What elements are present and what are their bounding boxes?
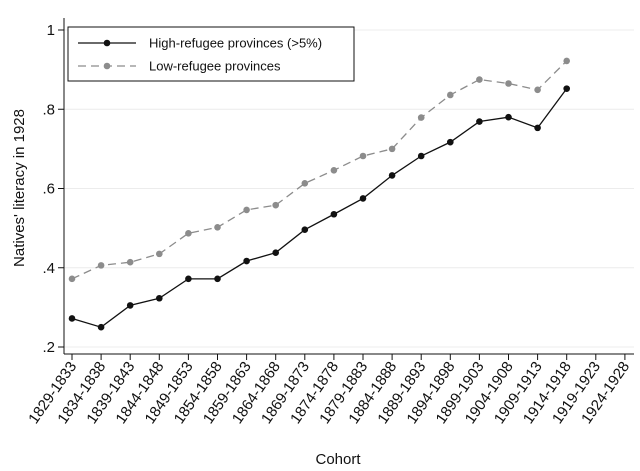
data-point-high-refugee	[388, 172, 396, 179]
series-line-high-refugee	[71, 88, 568, 328]
series-line-low-refugee	[71, 60, 568, 280]
legend-box	[67, 26, 355, 82]
y-tick-label: .6	[42, 181, 55, 198]
data-point-high-refugee	[156, 294, 163, 302]
data-point-high-refugee	[68, 315, 76, 322]
data-point-low-refugee	[359, 152, 367, 160]
data-point-high-refugee	[214, 275, 221, 283]
series-high-refugee	[68, 85, 570, 331]
data-point-high-refugee	[243, 257, 250, 265]
data-point-low-refugee	[243, 206, 250, 214]
legend-marker-high-refugee	[103, 39, 111, 47]
data-point-low-refugee	[388, 145, 396, 153]
series-low-refugee	[68, 57, 570, 283]
data-point-high-refugee	[185, 275, 192, 283]
data-point-low-refugee	[476, 76, 483, 83]
y-tick-label: .8	[42, 101, 55, 118]
data-point-low-refugee	[126, 258, 134, 266]
data-point-low-refugee	[97, 262, 105, 269]
legend-label-high-refugee: High-refugee provinces (>5%)	[149, 36, 322, 51]
data-point-high-refugee	[330, 210, 338, 218]
y-tick-label: 1	[47, 22, 55, 39]
data-point-low-refugee	[563, 57, 570, 65]
data-point-high-refugee	[126, 302, 134, 309]
data-point-low-refugee	[447, 91, 454, 99]
data-point-high-refugee	[97, 323, 105, 331]
data-point-high-refugee	[534, 124, 541, 132]
legend: High-refugee provinces (>5%) Low-refugee…	[67, 26, 355, 82]
data-point-high-refugee	[359, 195, 367, 202]
data-point-low-refugee	[185, 229, 192, 237]
data-point-high-refugee	[447, 138, 454, 146]
data-point-high-refugee	[476, 118, 483, 125]
data-point-high-refugee	[272, 249, 280, 256]
data-point-low-refugee	[534, 86, 541, 94]
data-point-low-refugee	[330, 166, 338, 174]
legend-marker-low-refugee	[103, 62, 111, 70]
legend-label-low-refugee: Low-refugee provinces	[149, 59, 281, 74]
data-point-high-refugee	[417, 152, 425, 160]
data-point-low-refugee	[156, 250, 163, 258]
data-point-high-refugee	[505, 113, 512, 121]
data-point-low-refugee	[272, 201, 280, 209]
y-axis-title: Natives' literacy in 1928	[11, 109, 28, 267]
data-point-low-refugee	[301, 180, 309, 187]
series-group	[68, 57, 570, 331]
y-tick-label: .4	[42, 260, 55, 277]
x-axis-title: Cohort	[315, 451, 361, 468]
data-point-low-refugee	[505, 80, 512, 87]
x-axis-ticks: 1829-18331834-18381839-18431844-18481849…	[25, 354, 633, 427]
data-point-low-refugee	[214, 224, 221, 231]
y-tick-label: .2	[42, 339, 55, 356]
data-point-low-refugee	[417, 114, 425, 121]
y-axis-ticks: .2 .4 .6 .8 1	[42, 22, 64, 356]
data-point-high-refugee	[301, 226, 309, 234]
data-point-low-refugee	[68, 275, 76, 283]
data-point-high-refugee	[563, 85, 570, 92]
